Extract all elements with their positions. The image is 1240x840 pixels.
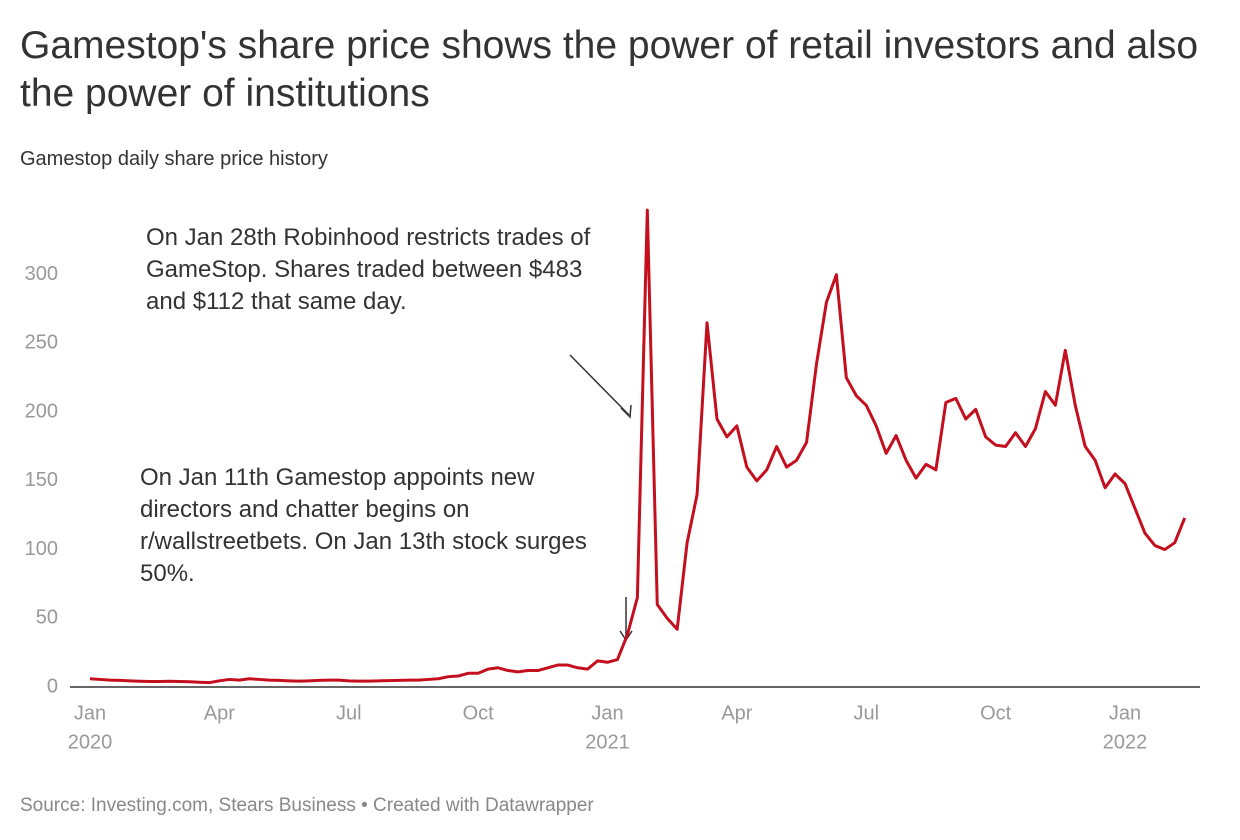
y-tick-label: 50	[36, 607, 58, 629]
x-tick-label: Jan	[1109, 702, 1141, 724]
annotation-arrow	[569, 354, 630, 416]
x-tick-label: Jan	[591, 702, 623, 724]
annotation-arrowhead	[620, 404, 632, 419]
x-tick-label: Jul	[336, 702, 362, 724]
source-note: Source: Investing.com, Stears Business •…	[20, 795, 594, 816]
x-tick-label: Oct	[980, 702, 1012, 724]
price-line	[89, 208, 1187, 685]
y-tick-label: 150	[25, 469, 58, 491]
chart-title: Gamestop's share price shows the power o…	[20, 24, 1199, 115]
x-tick-label: Oct	[463, 702, 495, 724]
x-year-label: 2020	[68, 731, 113, 753]
chart-subtitle: Gamestop daily share price history	[20, 148, 328, 170]
y-tick-label: 100	[25, 538, 58, 560]
x-year-label: 2021	[585, 731, 630, 753]
y-tick-label: 300	[25, 263, 58, 285]
x-tick-label: Apr	[721, 702, 752, 724]
x-tick-label: Jan	[74, 702, 106, 724]
annotation: On Jan 28th Robinhood restricts trades o…	[146, 224, 591, 315]
x-tick-label: Jul	[853, 702, 879, 724]
x-year-label: 2022	[1103, 731, 1148, 753]
x-tick-label: Apr	[204, 702, 235, 724]
y-tick-label: 0	[47, 675, 58, 697]
y-tick-label: 200	[25, 400, 58, 422]
y-tick-label: 250	[25, 332, 58, 354]
annotation: On Jan 11th Gamestop appoints new direct…	[140, 464, 587, 587]
